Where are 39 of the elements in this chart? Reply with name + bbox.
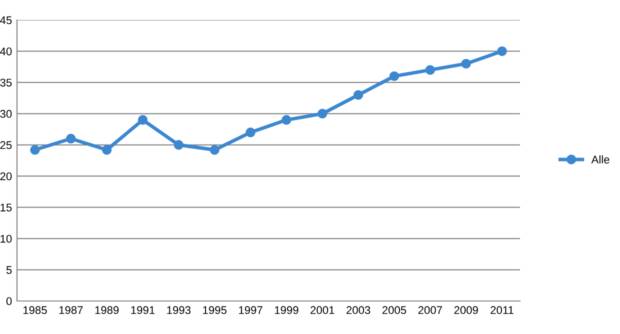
x-tick-label: 1989 bbox=[95, 306, 119, 314]
point bbox=[30, 145, 40, 155]
x-tick-label: 2001 bbox=[310, 306, 334, 314]
x-tick-label: 1995 bbox=[203, 306, 226, 314]
x-tick-label: 1987 bbox=[59, 306, 83, 314]
y-tick-label: 10 bbox=[0, 234, 12, 243]
x-tick-label: 1985 bbox=[23, 306, 47, 314]
x-tick-label: 2007 bbox=[418, 306, 442, 314]
point bbox=[425, 65, 436, 75]
y-tick-label: 40 bbox=[0, 47, 12, 56]
point bbox=[389, 71, 400, 82]
x-tick-label: 1999 bbox=[274, 306, 298, 314]
point bbox=[353, 90, 364, 100]
y-tick-label: 45 bbox=[0, 16, 12, 24]
point bbox=[102, 145, 112, 155]
y-tick-label: 25 bbox=[0, 141, 12, 150]
x-tick-label: 1991 bbox=[131, 306, 155, 314]
point bbox=[318, 108, 328, 119]
x-tick-label: 2009 bbox=[454, 306, 478, 314]
point bbox=[210, 145, 220, 155]
point bbox=[497, 46, 507, 56]
point bbox=[138, 115, 148, 125]
y-tick-label: 30 bbox=[0, 110, 12, 118]
point bbox=[461, 58, 471, 69]
y-tick-label: 0 bbox=[6, 297, 12, 306]
y-tick-label: 15 bbox=[0, 204, 12, 212]
y-tick-label: 35 bbox=[0, 78, 12, 87]
x-tick-label: 2005 bbox=[382, 306, 406, 314]
point bbox=[174, 140, 184, 150]
y-tick-label: 20 bbox=[0, 172, 12, 180]
x-tick-label: 2011 bbox=[490, 306, 514, 314]
x-tick-label: 2003 bbox=[346, 306, 370, 314]
point bbox=[282, 115, 292, 125]
point bbox=[246, 128, 256, 138]
x-tick-label: 1997 bbox=[239, 306, 262, 314]
x-tick-label: 1993 bbox=[167, 306, 191, 314]
point bbox=[66, 134, 76, 144]
y-tick-label: 5 bbox=[6, 266, 12, 274]
legend-label: Alle bbox=[591, 155, 610, 164]
